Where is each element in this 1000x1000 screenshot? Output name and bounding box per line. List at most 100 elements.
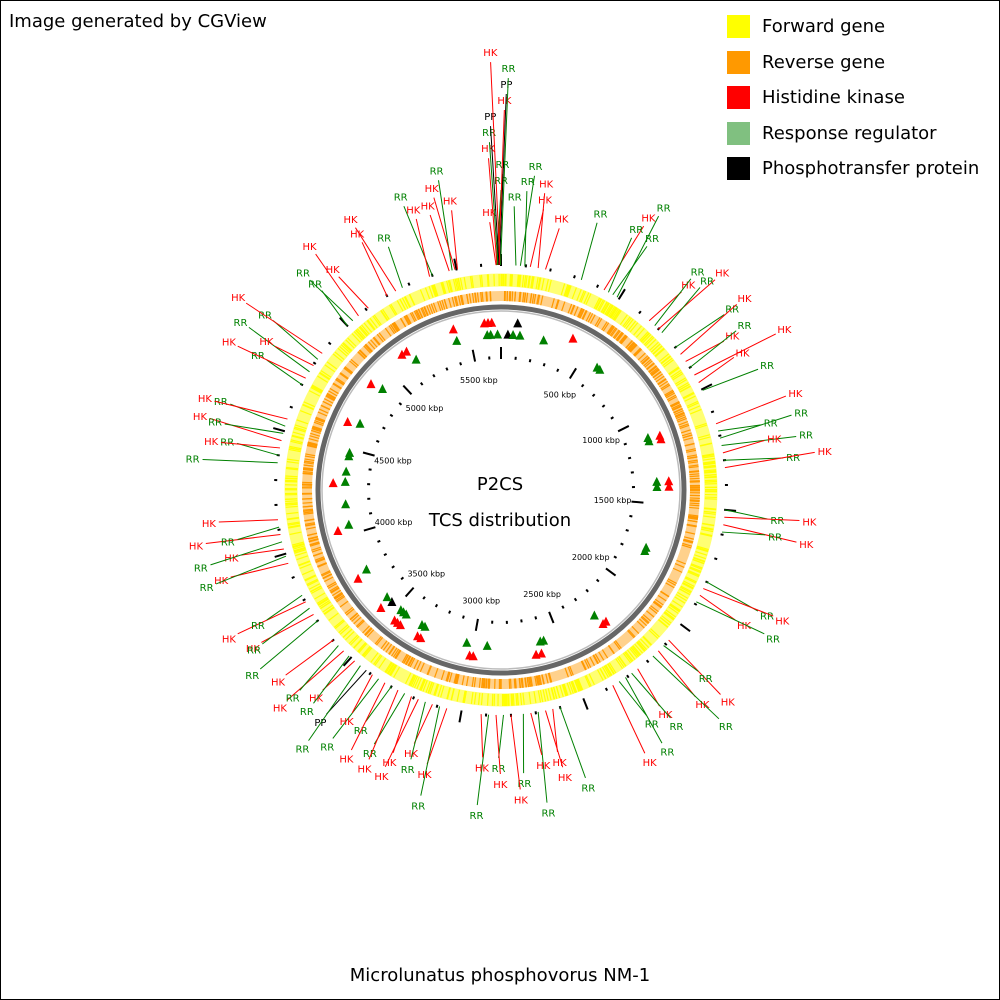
forward-gene: [682, 582, 694, 590]
outer-tick: [693, 602, 698, 606]
feature-label-rr: RR: [482, 128, 496, 139]
rr-marker: [344, 519, 354, 529]
reverse-gene: [584, 659, 590, 669]
forward-gene: [560, 283, 566, 296]
forward-gene: [638, 640, 648, 650]
hk-marker: [397, 349, 407, 359]
forward-gene: [454, 278, 459, 291]
forward-gene: [537, 277, 542, 290]
center-title: P2CS: [477, 474, 523, 495]
forward-gene: [345, 339, 355, 349]
reverse-gene: [667, 578, 677, 585]
reverse-gene: [392, 648, 400, 658]
feature-label-rr: RR: [234, 318, 248, 329]
reverse-gene: [440, 670, 445, 681]
forward-gene: [324, 607, 335, 615]
feature-leader-line: [224, 423, 284, 434]
feature-label-pp: PP: [500, 80, 512, 91]
forward-gene: [446, 687, 451, 700]
reverse-gene: [582, 310, 588, 320]
feature-leader-line: [513, 206, 517, 266]
reverse-gene: [613, 641, 621, 650]
forward-gene: [480, 693, 484, 706]
reverse-gene: [657, 378, 667, 386]
feature-label-hk: HK: [382, 758, 397, 769]
reverse-gene: [307, 444, 318, 448]
forward-gene: [696, 546, 709, 552]
forward-gene: [683, 392, 695, 400]
outer-tick: [312, 361, 317, 365]
forward-gene: [427, 681, 433, 694]
inner-tick: [573, 597, 578, 602]
forward-gene: [646, 339, 657, 349]
feature-leader-line: [724, 457, 784, 461]
feature-label-hk: HK: [259, 337, 274, 348]
forward-gene: [285, 503, 298, 506]
forward-gene: [440, 282, 445, 295]
feature-label-rr: RR: [502, 64, 516, 75]
reverse-gene: [413, 659, 419, 670]
forward-gene: [674, 596, 686, 604]
reverse-gene: [485, 678, 488, 689]
reverse-gene: [390, 324, 397, 334]
reverse-gene: [689, 470, 700, 474]
reverse-gene: [577, 307, 583, 318]
feature-label-hk: HK: [406, 205, 421, 216]
reverse-gene: [649, 367, 659, 375]
reverse-gene: [587, 313, 594, 323]
forward-gene: [515, 693, 518, 706]
feature-leader-line: [510, 714, 521, 790]
forward-gene: [441, 282, 446, 295]
reverse-gene: [519, 291, 522, 303]
feature-label-rr: RR: [541, 809, 555, 820]
feature-label-hk: HK: [222, 337, 237, 348]
feature-leader-line: [299, 645, 339, 691]
inner-tick: [561, 605, 565, 609]
feature-label-rr: RR: [245, 671, 259, 682]
forward-gene: [388, 304, 397, 316]
reverse-gene: [378, 332, 386, 341]
feature-label-hk: HK: [443, 196, 458, 207]
hk-marker: [366, 379, 376, 389]
forward-gene: [704, 479, 717, 482]
feature-leader-line: [433, 197, 456, 270]
reverse-gene: [564, 667, 569, 678]
reverse-gene: [674, 562, 685, 568]
feature-leader-line: [322, 660, 356, 691]
forward-gene: [568, 682, 574, 694]
reverse-gene: [670, 402, 681, 408]
reverse-gene: [537, 675, 541, 686]
reverse-gene: [657, 378, 667, 385]
forward-gene: [463, 277, 467, 290]
forward-gene: [537, 690, 542, 703]
feature-label-rr: RR: [247, 645, 261, 656]
forward-gene: [317, 597, 329, 606]
reverse-gene: [432, 302, 438, 313]
reverse-gene: [545, 673, 549, 684]
kbp-tick-label: 5000 kbp: [406, 404, 444, 413]
feature-label-rr: RR: [669, 722, 683, 733]
forward-gene: [530, 276, 534, 289]
forward-gene: [535, 277, 539, 290]
feature-leader-line: [654, 278, 692, 327]
reverse-gene: [589, 656, 596, 666]
reverse-gene: [596, 318, 603, 328]
reverse-gene: [403, 654, 410, 664]
reverse-gene: [364, 627, 372, 636]
reverse-gene: [638, 618, 648, 627]
reverse-gene: [548, 672, 553, 683]
reverse-gene: [460, 294, 464, 305]
forward-gene: [622, 316, 631, 327]
reverse-gene: [607, 325, 615, 335]
reverse-gene: [528, 676, 531, 687]
feature-leader-line: [652, 655, 720, 720]
reverse-gene: [676, 416, 687, 421]
forward-gene: [566, 682, 572, 695]
forward-gene: [356, 328, 366, 339]
feature-leader-line: [715, 395, 787, 425]
reverse-gene: [628, 343, 637, 352]
reverse-gene: [644, 360, 653, 368]
feature-leader-line: [689, 330, 737, 368]
reverse-gene: [523, 292, 527, 303]
reverse-gene: [448, 297, 452, 308]
